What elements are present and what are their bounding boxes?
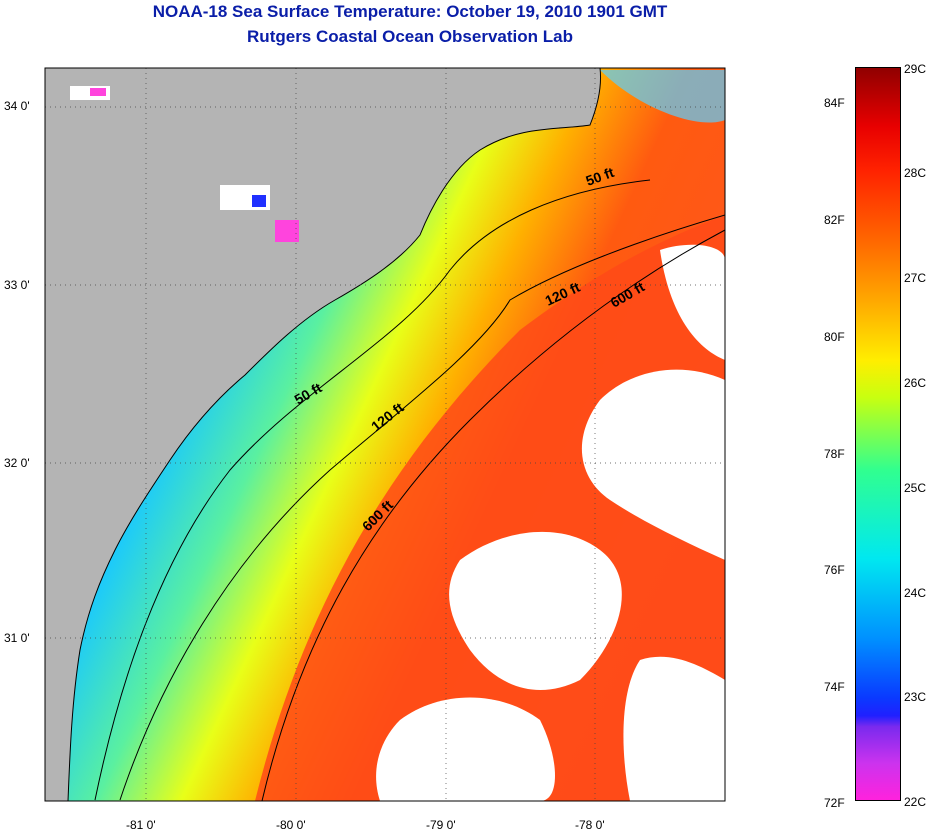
lon-label-81: -81 0' xyxy=(126,818,156,832)
colorbar-f-76: 76F xyxy=(824,563,845,577)
colorbar-f-78: 78F xyxy=(824,447,845,461)
map-frame xyxy=(44,67,726,802)
map-subtitle: Rutgers Coastal Ocean Observation Lab xyxy=(247,27,573,46)
land-area xyxy=(45,68,601,801)
bathymetry-contours xyxy=(94,179,725,801)
colorbar-c-29: 29C xyxy=(904,62,927,76)
colorbar-c-23: 23C xyxy=(904,690,927,704)
colorbar-c-22: 22C xyxy=(904,795,927,809)
colorbar-f-72: 72F xyxy=(824,796,845,810)
colorbar-f-84: 84F xyxy=(824,96,845,110)
temperature-colorbar xyxy=(855,67,901,801)
lon-label-80: -80 0' xyxy=(276,818,306,832)
lat-label-33: 33 0' xyxy=(4,278,30,292)
lon-label-78: -78 0' xyxy=(575,818,605,832)
lat-label-31: 31 0' xyxy=(4,631,30,645)
colorbar-c-27: 27C xyxy=(904,271,927,285)
colorbar-c-28: 28C xyxy=(904,166,927,180)
lat-label-34: 34 0' xyxy=(4,99,30,113)
colorbar-c-24: 24C xyxy=(904,586,927,600)
grid-lines xyxy=(45,68,725,801)
colorbar-f-80: 80F xyxy=(824,330,845,344)
cool-outer-shelf-region xyxy=(600,70,725,123)
colorbar-f-74: 74F xyxy=(824,680,845,694)
lon-label-79: -79 0' xyxy=(426,818,456,832)
coastline xyxy=(67,68,601,801)
colorbar-c-25: 25C xyxy=(904,481,927,495)
inland-lakes xyxy=(70,86,299,242)
cloud-cover xyxy=(376,244,725,801)
map-title: NOAA-18 Sea Surface Temperature: October… xyxy=(152,2,668,21)
colorbar-f-82: 82F xyxy=(824,213,845,227)
warm-gulf-stream-region xyxy=(255,215,725,801)
lat-label-32: 32 0' xyxy=(4,456,30,470)
colorbar-c-26: 26C xyxy=(904,376,927,390)
